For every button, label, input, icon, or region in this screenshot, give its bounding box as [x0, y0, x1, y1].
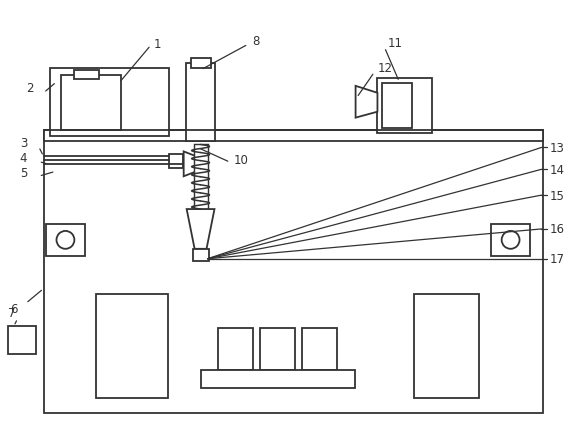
Text: 7: 7 — [8, 306, 15, 319]
Bar — [169, 155, 183, 169]
Text: 10: 10 — [233, 154, 248, 166]
Polygon shape — [187, 209, 215, 249]
Bar — [96, 294, 168, 398]
Bar — [61, 76, 121, 130]
Bar — [49, 69, 169, 136]
Text: 4: 4 — [20, 152, 27, 165]
Text: 13: 13 — [549, 141, 564, 155]
Text: 14: 14 — [549, 163, 564, 177]
Bar — [46, 224, 85, 256]
Bar — [44, 130, 543, 142]
Bar — [186, 64, 216, 142]
Text: 16: 16 — [549, 223, 564, 236]
Text: 2: 2 — [26, 82, 33, 95]
Bar — [74, 71, 99, 80]
Bar — [191, 59, 211, 69]
Text: 3: 3 — [20, 137, 27, 150]
Bar — [44, 130, 543, 413]
Text: 5: 5 — [20, 166, 27, 180]
Bar — [219, 328, 253, 370]
Text: 17: 17 — [549, 253, 564, 265]
Bar — [194, 145, 208, 209]
Text: 1: 1 — [154, 38, 161, 50]
Bar — [8, 327, 35, 354]
Text: 8: 8 — [252, 35, 260, 48]
Text: 15: 15 — [549, 189, 564, 202]
Bar — [382, 84, 412, 128]
Bar — [193, 249, 209, 261]
Text: 12: 12 — [378, 62, 393, 75]
Text: 11: 11 — [387, 36, 403, 49]
Bar — [378, 79, 432, 133]
Bar — [302, 328, 337, 370]
Bar — [491, 224, 531, 256]
Bar — [201, 370, 354, 388]
Bar — [414, 294, 479, 398]
Bar — [260, 328, 295, 370]
Polygon shape — [184, 152, 202, 177]
Text: 6: 6 — [10, 302, 17, 315]
Polygon shape — [356, 87, 378, 118]
